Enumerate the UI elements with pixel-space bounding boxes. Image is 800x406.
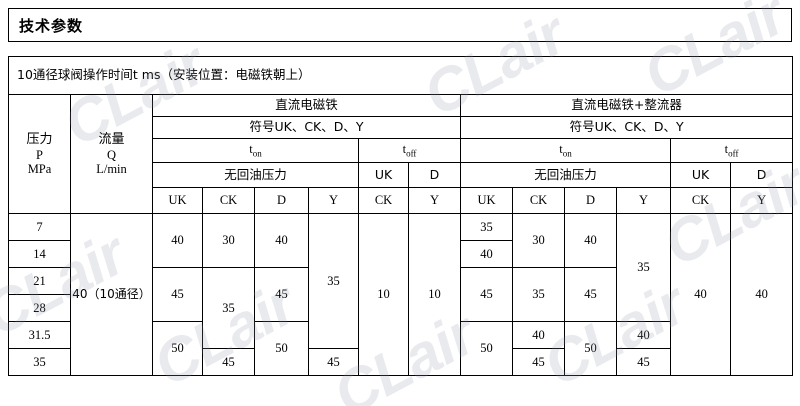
- cell-rec-on-uk: 50: [460, 321, 513, 376]
- code-dc-on-ck: CK: [202, 187, 255, 214]
- group-symbols-dc: 符号UK、CK、D、Y: [152, 116, 461, 139]
- cell-dc-on-uk: 45: [152, 267, 203, 322]
- code-rec-on-ck: CK: [512, 187, 565, 214]
- code-dc-off-y: Y: [408, 187, 461, 214]
- pressure-symbol: P: [36, 147, 43, 162]
- cell-rec-on-uk: 35: [460, 213, 513, 241]
- pressure-value: 31.5: [8, 321, 71, 349]
- toff-header-dc: toff: [358, 138, 461, 163]
- cell-rec-off-dy: 40: [729, 213, 794, 376]
- pressure-value: 7: [8, 213, 71, 241]
- toff-code-rectifier-uk: UK: [670, 162, 731, 188]
- pressure-value: 35: [8, 348, 71, 376]
- table-row: 14 40: [8, 240, 793, 268]
- cell-rec-on-ck: 35: [512, 267, 565, 322]
- cell-dc-on-y: 35: [308, 213, 359, 349]
- no-back-pressure-rectifier: 无回油压力: [460, 162, 671, 188]
- code-rec-on-d: D: [564, 187, 617, 214]
- cell-rec-on-ck: 40: [512, 321, 565, 349]
- code-rec-on-y: Y: [616, 187, 671, 214]
- cell-dc-on-y: 45: [308, 348, 359, 376]
- toff-code-dc-d: D: [408, 162, 461, 188]
- cell-rec-on-y: 35: [616, 213, 671, 322]
- table-row: 35 45 45 45 45: [8, 348, 793, 376]
- page-title: 技术参数: [19, 16, 84, 35]
- flow-unit: L/min: [96, 161, 127, 176]
- cell-dc-on-uk: 40: [152, 213, 203, 268]
- group-symbols-rectifier: 符号UK、CK、D、Y: [459, 116, 794, 139]
- flow-value: 40（10通径）: [70, 213, 153, 376]
- toff-code-dc-uk: UK: [358, 162, 409, 188]
- spec-table: 10通径球阀操作时间t ms（安装位置：电磁铁朝上） 压力 P MPa 流量 Q…: [7, 56, 794, 376]
- flow-label: 流量: [98, 131, 125, 147]
- cell-rec-on-y: 45: [616, 348, 671, 376]
- code-rec-off-ck: CK: [670, 187, 731, 214]
- page-title-bar: 技术参数: [8, 8, 792, 42]
- cell-rec-on-d: 45: [564, 267, 617, 322]
- cell-dc-on-d: 50: [254, 321, 309, 376]
- cell-dc-on-d: 45: [254, 267, 309, 322]
- cell-dc-on-ck: 45: [202, 348, 255, 376]
- code-rec-on-uk: UK: [460, 187, 513, 214]
- toff-code-rectifier-d: D: [729, 162, 794, 188]
- code-row: UK CK D Y CK Y UK CK D Y CK Y: [9, 187, 794, 214]
- spec-table-wrap: 10通径球阀操作时间t ms（安装位置：电磁铁朝上） 压力 P MPa 流量 Q…: [7, 56, 794, 376]
- code-dc-on-d: D: [254, 187, 309, 214]
- cell-dc-on-ck: 30: [202, 213, 255, 268]
- cell-dc-off-dy: 10: [408, 213, 461, 376]
- pressure-unit: MPa: [27, 161, 52, 176]
- pressure-header-cell: 压力 P MPa: [8, 94, 71, 214]
- cell-rec-off-ukck: 40: [670, 213, 731, 376]
- subtitle-row: 10通径球阀操作时间t ms（安装位置：电磁铁朝上）: [7, 56, 794, 95]
- toff-header-rectifier: toff: [669, 138, 794, 163]
- cell-dc-on-d: 40: [254, 213, 309, 268]
- table-row: 28: [8, 294, 793, 322]
- cell-rec-on-ck: 30: [512, 213, 565, 268]
- table-row: 21 45 35 45 45 35 45: [8, 267, 793, 349]
- code-dc-on-y: Y: [308, 187, 359, 214]
- cell-rec-on-uk: 40: [460, 240, 513, 268]
- ton-header-rectifier: ton: [460, 138, 671, 163]
- pressure-label: 压力: [26, 131, 53, 147]
- flow-symbol: Q: [106, 147, 117, 162]
- group-title-row: 压力 P MPa 流量 Q L/min 直流电磁铁 直流电磁铁+整流器: [8, 94, 794, 214]
- flow-header-cell: 流量 Q L/min: [70, 94, 153, 214]
- cell-dc-on-uk: 50: [152, 321, 203, 376]
- group-title-rectifier: 直流电磁铁+整流器: [459, 94, 794, 117]
- ton-toff-row: ton toff ton toff: [9, 138, 794, 163]
- cell-dc-off-ukck: 10: [358, 213, 409, 376]
- pressure-value: 21: [8, 267, 71, 295]
- ton-header-dc: ton: [152, 138, 359, 163]
- cell-rec-on-d: 50: [564, 321, 617, 376]
- pressure-value: 14: [8, 240, 71, 268]
- group-title-dc: 直流电磁铁: [152, 94, 461, 117]
- no-back-pressure-dc: 无回油压力: [152, 162, 359, 188]
- cell-rec-on-ck: 45: [512, 348, 565, 376]
- code-dc-off-ck: CK: [358, 187, 409, 214]
- code-dc-on-uk: UK: [152, 187, 203, 214]
- code-rec-off-y: Y: [729, 187, 794, 214]
- cell-dc-on-ck: 35: [202, 267, 255, 349]
- subtitle-text: 10通径球阀操作时间t ms（安装位置：电磁铁朝上）: [7, 56, 794, 95]
- table-row: 31.5 50 50 50 40 50 40: [8, 321, 793, 376]
- cell-rec-on-d: 40: [564, 213, 617, 268]
- cell-rec-on-uk: 45: [460, 267, 513, 322]
- pressure-value: 28: [8, 294, 71, 322]
- table-row: 7 40（10通径） 40 30 40 35 10 10 35 30 40 35…: [8, 213, 794, 376]
- cell-rec-on-y: 40: [616, 321, 671, 349]
